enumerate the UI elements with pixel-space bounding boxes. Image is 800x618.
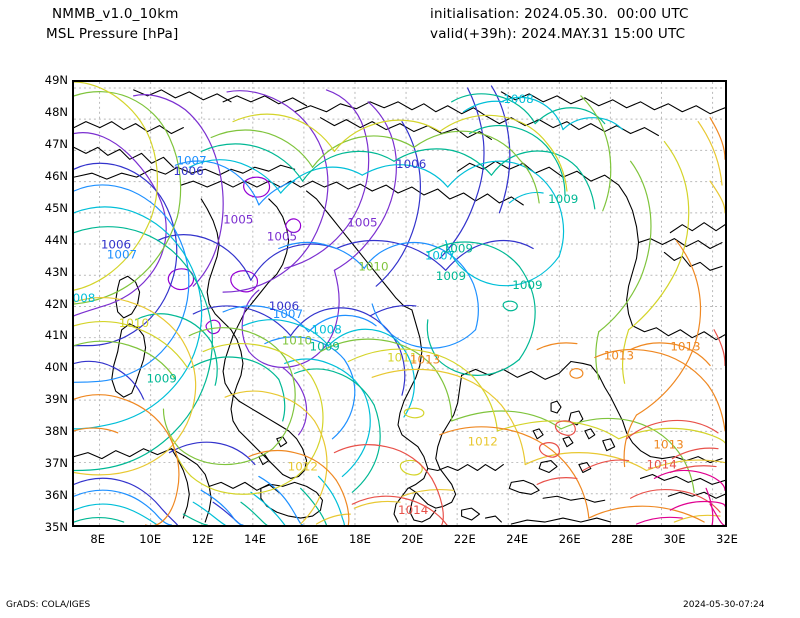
- contour-label: 1005: [267, 230, 297, 244]
- grads-credit-label: GrADS: COLA/IGES: [6, 600, 91, 610]
- lon-tick-label: 18E: [348, 532, 371, 546]
- contour-label: 1006: [269, 299, 299, 313]
- lat-tick-label: 43N: [44, 264, 68, 279]
- contour-label: 1008: [312, 323, 342, 337]
- contour-label: 1007: [273, 307, 303, 321]
- contour-label: 1009: [548, 192, 578, 206]
- contour-label: 1006: [173, 164, 203, 178]
- lon-tick-label: 16E: [296, 532, 319, 546]
- lon-tick-label: 32E: [716, 532, 738, 546]
- lon-tick-label: 10E: [139, 532, 162, 546]
- lat-tick-label: 41N: [44, 328, 68, 343]
- lat-tick-label: 40N: [44, 360, 68, 375]
- coastline-layer: [74, 89, 725, 525]
- render-timestamp: 2024-05-30-07:24: [683, 600, 765, 610]
- lat-tick-label: 45N: [44, 200, 68, 215]
- contour-label: 1014: [646, 458, 676, 472]
- contour-label: 1010: [358, 259, 388, 273]
- lat-tick-label: 36N: [44, 488, 68, 503]
- contour-label: 1009: [310, 340, 340, 354]
- lat-tick-label: 42N: [44, 296, 68, 311]
- contour-label: 1009: [443, 241, 473, 255]
- lat-tick-label: 44N: [44, 232, 68, 247]
- isobar-contours: [74, 82, 725, 525]
- contour-label: 1007: [176, 153, 206, 167]
- lat-tick-label: 35N: [44, 520, 68, 534]
- contour-label: 1005: [347, 216, 377, 230]
- contour-label: 1013: [670, 340, 700, 354]
- lon-tick-label: 24E: [506, 532, 529, 546]
- contour-label: 1006: [396, 157, 426, 171]
- map-gridlines: [74, 82, 725, 525]
- contour-label: 1009: [512, 278, 542, 292]
- lon-tick-label: 8E: [90, 532, 105, 546]
- contour-label: 1014: [398, 503, 428, 517]
- initialisation-label: initialisation: 2024.05.30. 00:00 UTC: [430, 6, 689, 22]
- lat-tick-label: 46N: [44, 168, 68, 183]
- contour-label: 1008: [503, 92, 533, 106]
- contour-label: 1007: [425, 248, 455, 262]
- contour-label: 1012: [468, 435, 498, 449]
- contour-label: 1013: [410, 352, 440, 366]
- lat-tick-label: 39N: [44, 392, 68, 407]
- contour-label: 1006: [101, 238, 131, 252]
- contour-label: 1013: [604, 349, 634, 363]
- model-name-label: NMMB_v1.0_10km: [52, 6, 179, 22]
- lon-tick-label: 26E: [558, 532, 581, 546]
- map-plot-area: .grid { stroke:#b9b9b9; stroke-width:1; …: [72, 80, 727, 527]
- contour-label: 1005: [223, 213, 253, 227]
- lat-tick-label: 37N: [44, 456, 68, 471]
- contour-label: 1013: [653, 438, 683, 452]
- field-name-label: MSL Pressure [hPa]: [46, 26, 179, 42]
- contour-label: 1009: [436, 269, 466, 283]
- contour-label: 1012: [288, 460, 318, 474]
- contour-label: 1010: [282, 334, 312, 348]
- lon-tick-label: 28E: [611, 532, 634, 546]
- contour-label: 1010: [119, 316, 149, 330]
- contour-label: 1008: [74, 291, 95, 305]
- lon-tick-label: 22E: [453, 532, 476, 546]
- lat-tick-label: 48N: [44, 104, 68, 119]
- lat-tick-label: 49N: [44, 73, 68, 87]
- contour-map-svg: .grid { stroke:#b9b9b9; stroke-width:1; …: [74, 82, 725, 525]
- contour-label: 1009: [147, 371, 177, 385]
- lon-tick-label: 20E: [401, 532, 424, 546]
- lon-tick-label: 14E: [244, 532, 266, 546]
- contour-label: 1007: [107, 247, 137, 261]
- lat-tick-label: 47N: [44, 136, 68, 151]
- valid-time-label: valid(+39h): 2024.MAY.31 15:00 UTC: [430, 26, 686, 42]
- contour-label: 1011: [387, 350, 417, 364]
- lon-tick-label: 30E: [663, 532, 686, 546]
- lon-tick-label: 12E: [191, 532, 214, 546]
- lat-tick-label: 38N: [44, 424, 68, 439]
